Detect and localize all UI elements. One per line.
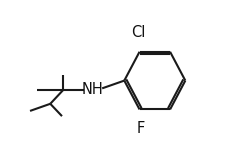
Text: Cl: Cl [131, 25, 145, 40]
Text: F: F [136, 121, 144, 136]
Text: NH: NH [81, 82, 103, 97]
